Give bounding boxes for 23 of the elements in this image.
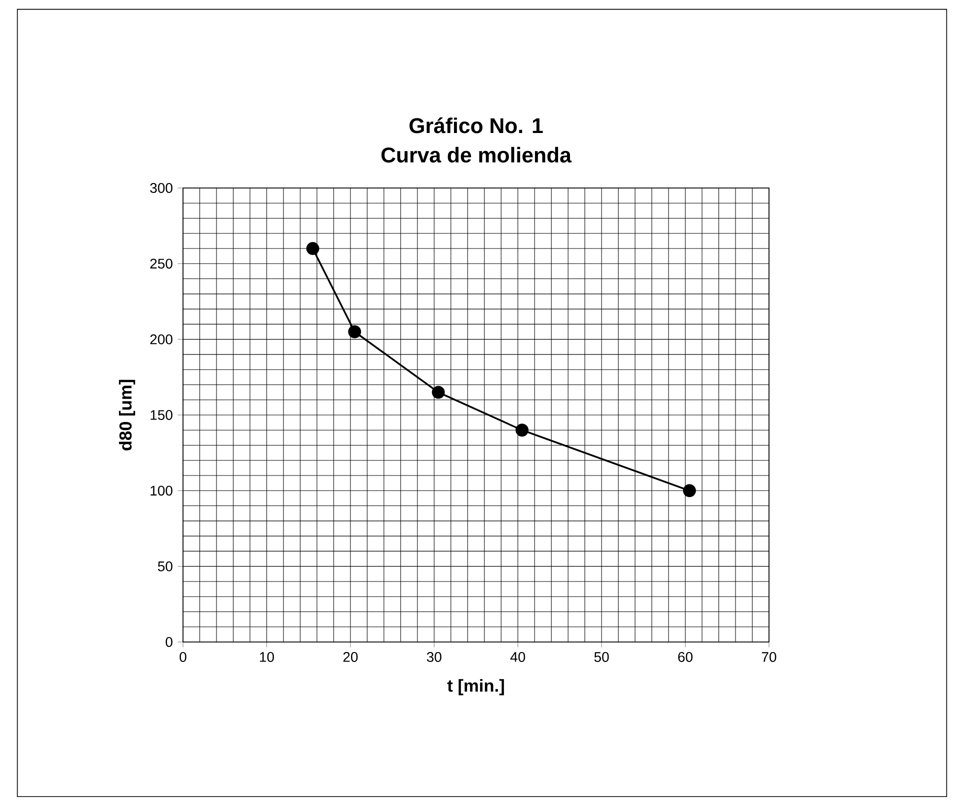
y-tick-label: 50 [158, 561, 172, 572]
chart-title: Gráfico No. 1 Curva de molienda [381, 117, 572, 163]
x-axis-title: t [min.] [447, 679, 504, 696]
x-tick-label: 30 [426, 652, 442, 662]
point [683, 484, 696, 498]
point [516, 424, 529, 437]
x-tick-label: 50 [594, 652, 609, 662]
y-tick-label: 100 [150, 486, 172, 496]
x-tick-label: 70 [762, 652, 776, 662]
x-tick-label: 60 [678, 652, 693, 662]
x-tick-label: 10 [260, 652, 274, 662]
y-axis-title: d80 [um] [118, 380, 136, 450]
y-tick-label: 250 [150, 258, 172, 269]
y-tick-label: 150 [150, 410, 172, 420]
y-tick-label: 0 [166, 637, 172, 647]
x-tick-label: 0 [180, 652, 186, 662]
point [348, 325, 362, 338]
x-tick-label: 40 [510, 652, 526, 662]
y-tick-label: 200 [150, 334, 172, 344]
point [306, 242, 320, 255]
y-tick-label: 300 [150, 183, 172, 193]
point [432, 386, 445, 399]
x-tick-label: 20 [343, 652, 358, 662]
